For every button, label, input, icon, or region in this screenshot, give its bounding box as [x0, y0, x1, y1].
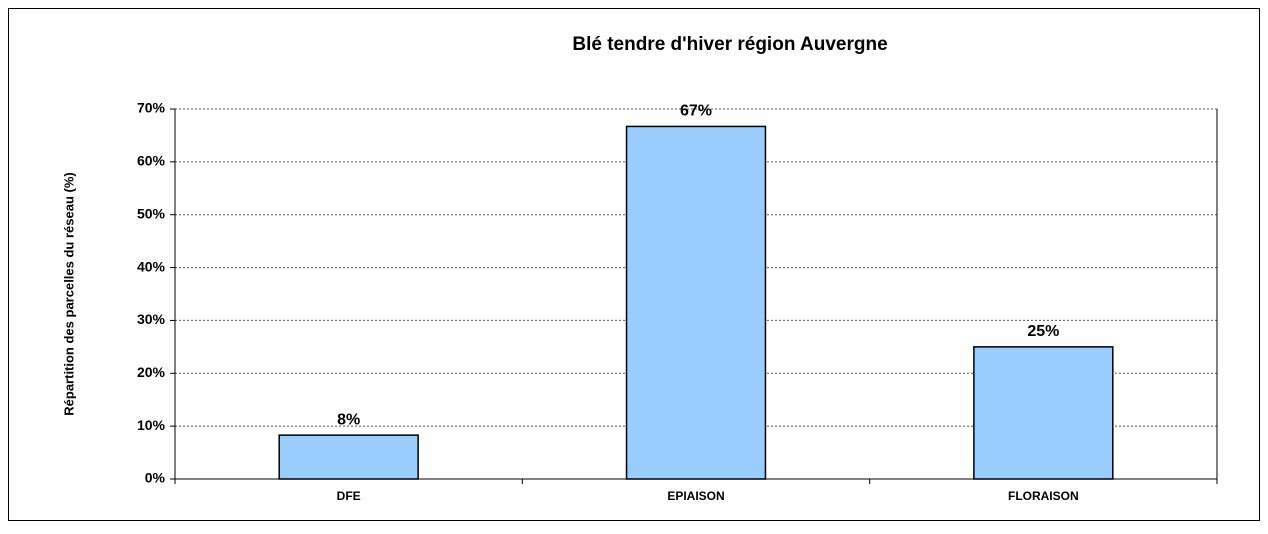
y-axis-label: Répartition des parcelles du réseau (%)	[61, 172, 76, 415]
y-tick-label: 20%	[137, 364, 166, 380]
bar	[625, 125, 767, 480]
data-label: 25%	[1027, 323, 1059, 340]
bar	[973, 346, 1114, 480]
y-tick-label: 0%	[145, 470, 166, 486]
data-label: 8%	[337, 411, 360, 428]
bar	[278, 434, 419, 480]
y-tick-label: 60%	[137, 153, 166, 169]
data-label: 67%	[680, 103, 712, 120]
y-tick-label: 70%	[137, 100, 166, 116]
y-tick-label: 50%	[137, 205, 166, 221]
x-tick-label: DFE	[337, 489, 361, 503]
y-tick-label: 10%	[137, 417, 166, 433]
y-tick-label: 40%	[137, 258, 166, 274]
x-tick-label: FLORAISON	[1008, 489, 1079, 503]
chart-title: Blé tendre d'hiver région Auvergne	[572, 34, 887, 55]
x-tick-label: EPIAISON	[667, 489, 724, 503]
y-tick-label: 30%	[137, 311, 166, 327]
